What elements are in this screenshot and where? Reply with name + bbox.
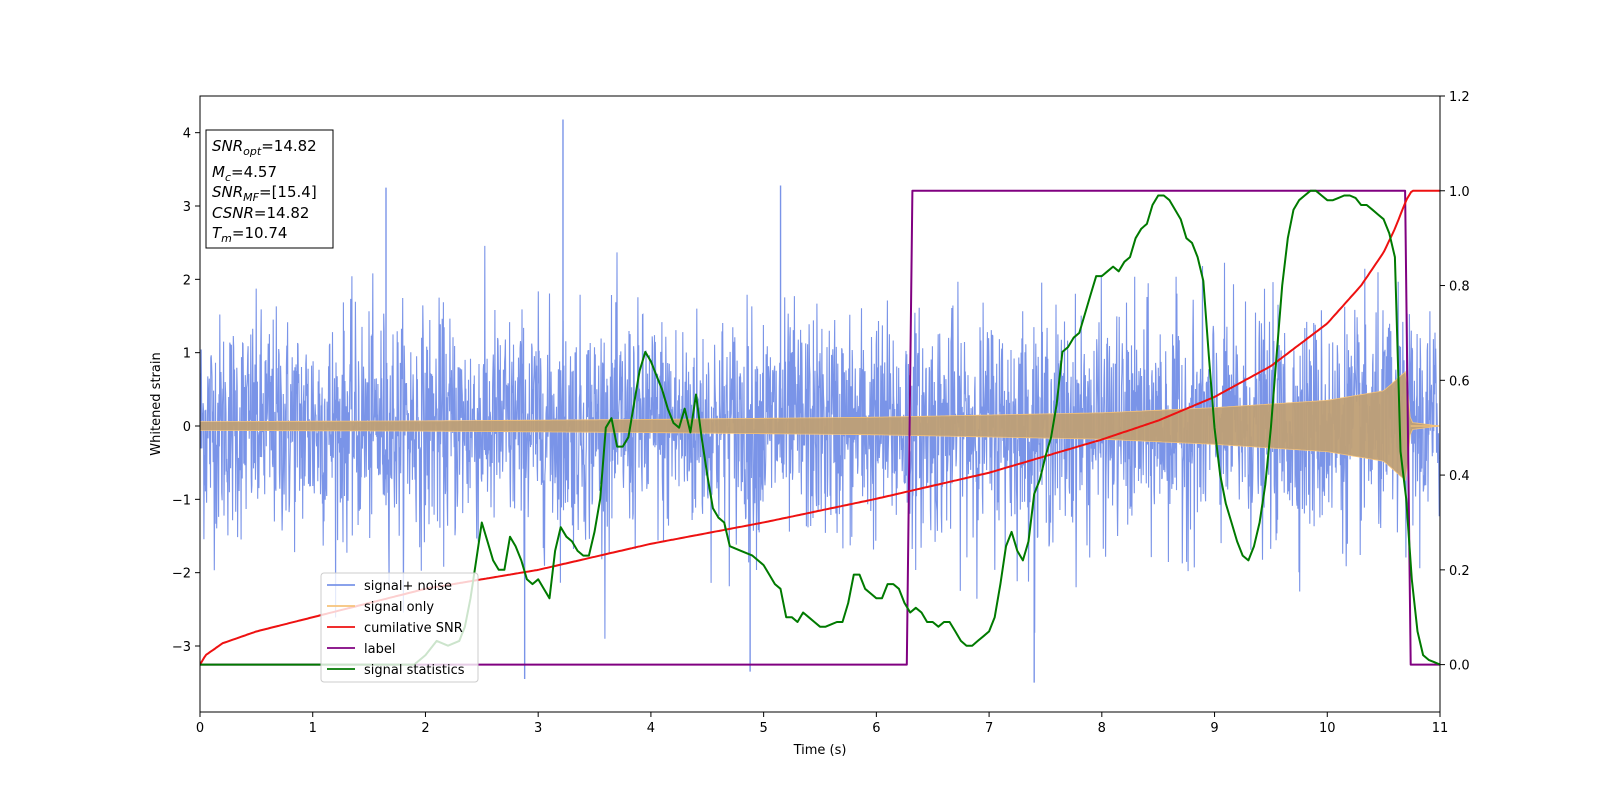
y-right-tick-label: 1.2: [1449, 90, 1470, 105]
series-signal-only: [200, 371, 1440, 481]
x-axis-label: Time (s): [793, 743, 847, 758]
signal-statistics-line: [200, 189, 1440, 666]
x-tick-label: 6: [872, 721, 880, 736]
series-signal-statistics: [200, 189, 1440, 666]
legend-item-signal-noise: signal+ noise: [327, 579, 452, 594]
x-tick-label: 10: [1319, 721, 1336, 736]
y-axis-label: Whitened strain: [149, 352, 164, 455]
x-tick-label: 5: [759, 721, 767, 736]
legend-label-signal-noise: signal+ noise: [364, 579, 452, 594]
y-right-tick-label: 0.0: [1449, 659, 1470, 674]
legend-item-signal-only: signal only: [327, 600, 434, 615]
x-tick-label: 8: [1098, 721, 1106, 736]
info-tm: Tm=10.74: [212, 224, 287, 245]
label-line: [200, 189, 1440, 666]
x-tick-label: 0: [196, 721, 204, 736]
legend-frame: [320, 572, 479, 683]
y-right-tick-label: 0.2: [1449, 564, 1470, 579]
y-left-tick-label: 2: [183, 273, 191, 288]
info-csnr: CSNR=14.82: [212, 204, 309, 222]
y-left-tick-label: −1: [172, 493, 191, 508]
y-right-tick-label: 1.0: [1449, 185, 1470, 200]
legend-label-cumulative-snr: cumilative SNR: [364, 621, 463, 636]
y-axis-left: −3 −2 −1 0 1 2 3 4: [172, 127, 200, 655]
x-tick-label: 1: [309, 721, 317, 736]
y-left-tick-label: 4: [183, 127, 191, 142]
x-tick-label: 2: [421, 721, 429, 736]
series-label: [200, 189, 1440, 666]
x-tick-label: 4: [647, 721, 655, 736]
signal-noise-line: [200, 245, 1440, 639]
y-left-tick-label: 1: [183, 347, 191, 362]
x-axis: 0 1 2 3 4 5 6 7 8 9 10 11: [196, 712, 1448, 736]
y-right-tick-label: 0.4: [1449, 469, 1470, 484]
x-tick-label: 9: [1210, 721, 1218, 736]
info-box-frame: [205, 129, 334, 249]
info-box: SNRopt=14.82 Mc=4.57 SNRMF=[15.4] CSNR=1…: [205, 129, 334, 249]
plot-frame: [199, 95, 1441, 713]
y-left-tick-label: −2: [172, 567, 191, 582]
info-snr-mf: SNRMF=[15.4]: [212, 183, 317, 204]
y-left-tick-label: −3: [172, 640, 191, 655]
legend-item-label: label: [327, 642, 395, 657]
legend: signal+ noise signal only cumilative SNR…: [320, 572, 479, 683]
series-signal-noise: [200, 119, 1440, 683]
legend-label-signal-statistics: signal statistics: [364, 663, 465, 678]
y-axis-right: 0.0 0.2 0.4 0.6 0.8 1.0 1.2: [1440, 90, 1470, 674]
x-tick-label: 11: [1432, 721, 1449, 736]
legend-label-signal-only: signal only: [364, 600, 434, 615]
info-snr-opt: SNRopt=14.82: [212, 137, 317, 158]
legend-label-label: label: [364, 642, 395, 657]
y-right-tick-label: 0.6: [1449, 374, 1470, 389]
legend-item-cumulative-snr: cumilative SNR: [327, 621, 463, 636]
x-tick-label: 7: [985, 721, 993, 736]
info-mc: Mc=4.57: [212, 163, 277, 184]
y-left-tick-label: 0: [183, 420, 191, 435]
y-left-tick-label: 3: [183, 200, 191, 215]
y-right-tick-label: 0.8: [1449, 280, 1470, 295]
x-tick-label: 3: [534, 721, 542, 736]
legend-item-signal-statistics: signal statistics: [327, 663, 465, 678]
